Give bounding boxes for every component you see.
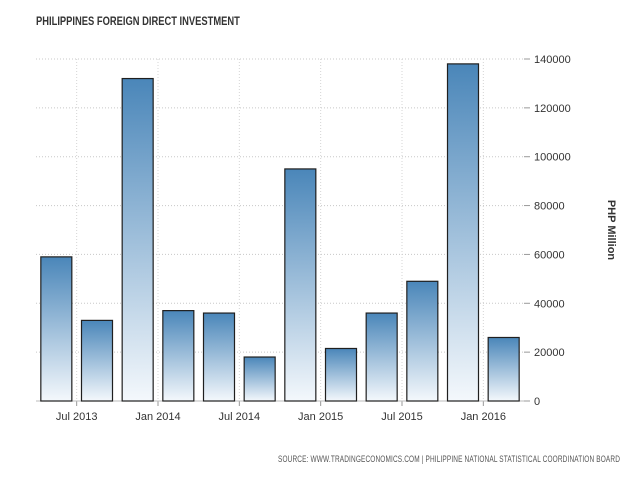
- bar-q1-2016: [487, 336, 520, 402]
- bar-q1-2014: [162, 310, 195, 402]
- bar-q3-2013: [80, 319, 114, 402]
- y-tick-label: 20000: [534, 347, 565, 359]
- bar-q3-2015: [406, 280, 439, 402]
- bar-q4-2015: [446, 63, 480, 402]
- y-tick-label: 60000: [534, 249, 565, 261]
- y-tick-label: 0: [534, 396, 540, 408]
- x-tick-label: Jul 2014: [219, 411, 261, 423]
- x-tick-label: Jan 2015: [298, 411, 343, 423]
- y-tick-label: 140000: [534, 54, 571, 66]
- bar-q1-2015: [324, 347, 358, 402]
- bar-q3-2014: [243, 356, 276, 402]
- y-axis-ticks: 0 20000 40000 60000 80000 100000 120000 140000: [534, 54, 571, 408]
- y-tick-label: 120000: [534, 103, 571, 115]
- bar-q2-2013: [40, 256, 73, 402]
- bar-q4-2014: [284, 168, 317, 402]
- y-tick-label: 100000: [534, 152, 571, 164]
- x-tick-label: Jan 2016: [461, 411, 506, 423]
- bar-q2-2015: [365, 312, 398, 402]
- x-axis-ticks: Jul 2013 Jan 2014 Jul 2014 Jan 2015 Jul 2015…: [56, 411, 506, 423]
- bar-q2-2014: [202, 312, 236, 402]
- chart-title: PHILIPPINES FOREIGN DIRECT INVESTMENT: [36, 14, 240, 28]
- y-tick-label: 40000: [534, 298, 565, 310]
- x-tick-label: Jul 2013: [56, 411, 98, 423]
- x-tick-label: Jul 2015: [381, 411, 423, 423]
- y-tick-label: 80000: [534, 201, 565, 213]
- y-axis-label: PHP Million: [605, 200, 617, 261]
- grid-lines: [36, 58, 530, 406]
- source-note: SOURCE: WWW.TRADINGECONOMICS.COM | PHILI…: [278, 454, 621, 464]
- bars: [40, 63, 520, 402]
- bar-q4-2013: [121, 77, 154, 402]
- x-tick-label: Jan 2014: [135, 411, 180, 423]
